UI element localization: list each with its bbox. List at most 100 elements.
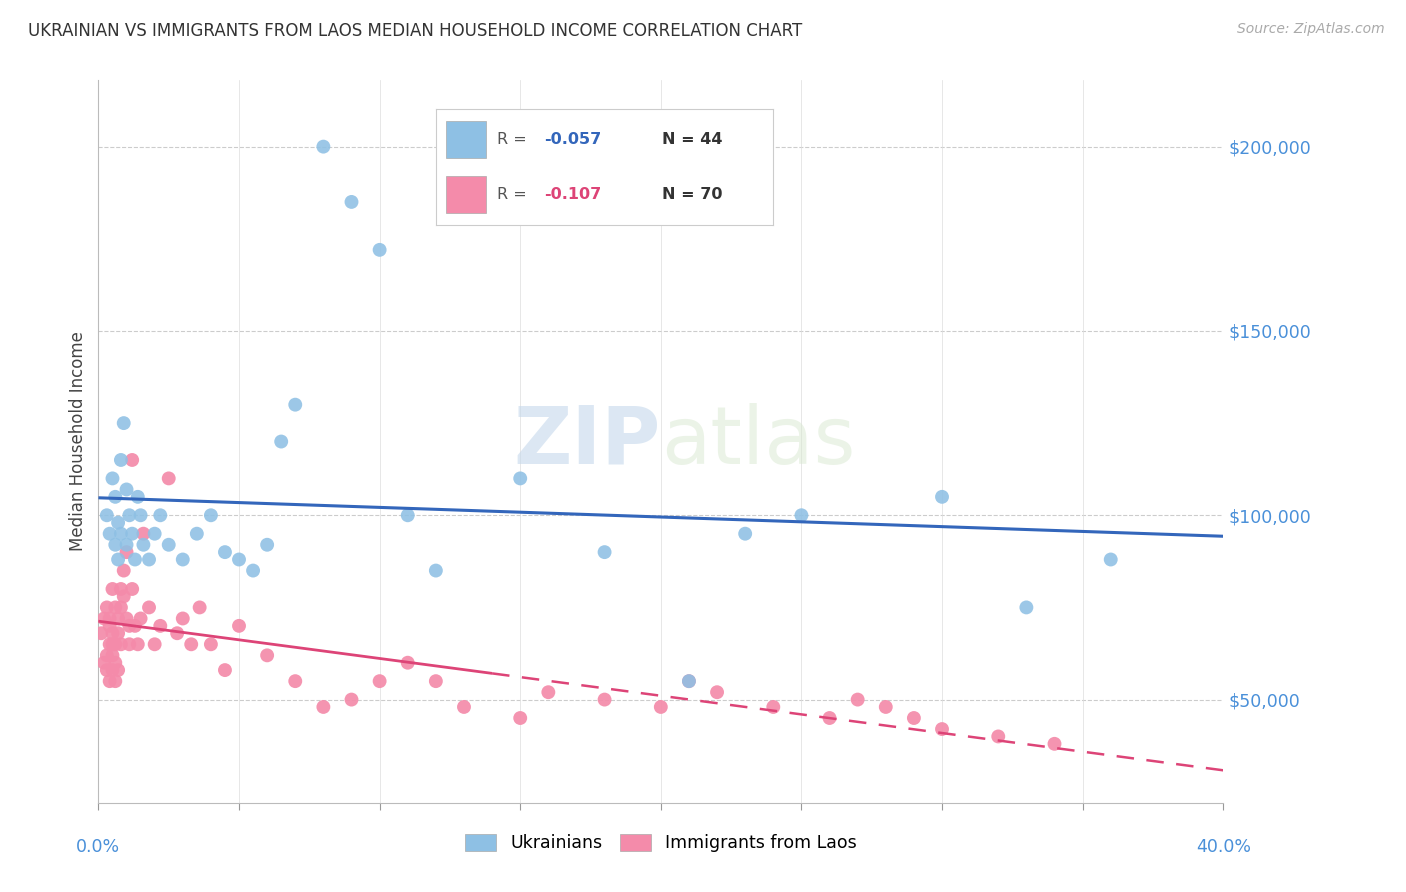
Point: [172, 552, 194, 566]
Point: [101, 648, 124, 663]
Point: [368, 243, 391, 257]
Text: Source: ZipAtlas.com: Source: ZipAtlas.com: [1237, 22, 1385, 37]
Point: [104, 538, 127, 552]
Point: [112, 590, 135, 604]
Point: [110, 600, 132, 615]
Point: [101, 637, 124, 651]
Point: [107, 626, 129, 640]
Point: [104, 656, 127, 670]
Point: [509, 471, 531, 485]
Point: [104, 490, 127, 504]
Point: [1015, 600, 1038, 615]
Point: [98, 526, 121, 541]
Point: [149, 619, 172, 633]
Point: [107, 611, 129, 625]
Point: [124, 552, 146, 566]
Point: [98, 611, 121, 625]
Point: [129, 508, 152, 523]
Point: [157, 471, 180, 485]
Text: UKRAINIAN VS IMMIGRANTS FROM LAOS MEDIAN HOUSEHOLD INCOME CORRELATION CHART: UKRAINIAN VS IMMIGRANTS FROM LAOS MEDIAN…: [28, 22, 803, 40]
Point: [256, 648, 278, 663]
Point: [110, 582, 132, 596]
Point: [242, 564, 264, 578]
Point: [98, 637, 121, 651]
Point: [678, 674, 700, 689]
Point: [312, 139, 335, 153]
Point: [931, 490, 953, 504]
Point: [104, 637, 127, 651]
Point: [115, 538, 138, 552]
Point: [90, 626, 112, 640]
Point: [188, 600, 211, 615]
Point: [112, 564, 135, 578]
Point: [101, 582, 124, 596]
Point: [127, 490, 149, 504]
Point: [931, 722, 953, 736]
Point: [96, 508, 118, 523]
Point: [228, 619, 250, 633]
Point: [200, 508, 222, 523]
Point: [200, 637, 222, 651]
Point: [143, 526, 166, 541]
Point: [124, 619, 146, 633]
Point: [132, 538, 155, 552]
Point: [593, 545, 616, 559]
Point: [734, 526, 756, 541]
Point: [118, 508, 141, 523]
Point: [110, 637, 132, 651]
Point: [228, 552, 250, 566]
Point: [987, 730, 1010, 744]
Point: [425, 564, 447, 578]
Point: [284, 398, 307, 412]
Point: [340, 194, 363, 209]
Point: [110, 526, 132, 541]
Point: [127, 637, 149, 651]
Point: [104, 600, 127, 615]
Point: [115, 545, 138, 559]
Point: [706, 685, 728, 699]
Point: [96, 600, 118, 615]
Point: [112, 416, 135, 430]
Y-axis label: Median Household Income: Median Household Income: [69, 332, 87, 551]
Point: [284, 674, 307, 689]
Point: [98, 619, 121, 633]
Legend: Ukrainians, Immigrants from Laos: Ukrainians, Immigrants from Laos: [458, 827, 863, 859]
Point: [129, 611, 152, 625]
Point: [96, 648, 118, 663]
Point: [138, 600, 160, 615]
Point: [118, 619, 141, 633]
Point: [121, 526, 143, 541]
Point: [1099, 552, 1122, 566]
Point: [172, 611, 194, 625]
Point: [149, 508, 172, 523]
Point: [818, 711, 841, 725]
Point: [107, 663, 129, 677]
Point: [101, 626, 124, 640]
Text: atlas: atlas: [661, 402, 855, 481]
Point: [425, 674, 447, 689]
Point: [312, 700, 335, 714]
Point: [537, 685, 560, 699]
Point: [121, 582, 143, 596]
Point: [256, 538, 278, 552]
Point: [143, 637, 166, 651]
Point: [101, 471, 124, 485]
Point: [96, 663, 118, 677]
Point: [368, 674, 391, 689]
Point: [157, 538, 180, 552]
Text: 0.0%: 0.0%: [76, 838, 121, 855]
Point: [762, 700, 785, 714]
Point: [132, 526, 155, 541]
Point: [903, 711, 925, 725]
Point: [186, 526, 208, 541]
Text: ZIP: ZIP: [513, 402, 661, 481]
Point: [166, 626, 188, 640]
Point: [107, 516, 129, 530]
Point: [118, 637, 141, 651]
Point: [846, 692, 869, 706]
Point: [270, 434, 292, 449]
Point: [396, 508, 419, 523]
Point: [93, 611, 115, 625]
Point: [214, 663, 236, 677]
Point: [453, 700, 475, 714]
